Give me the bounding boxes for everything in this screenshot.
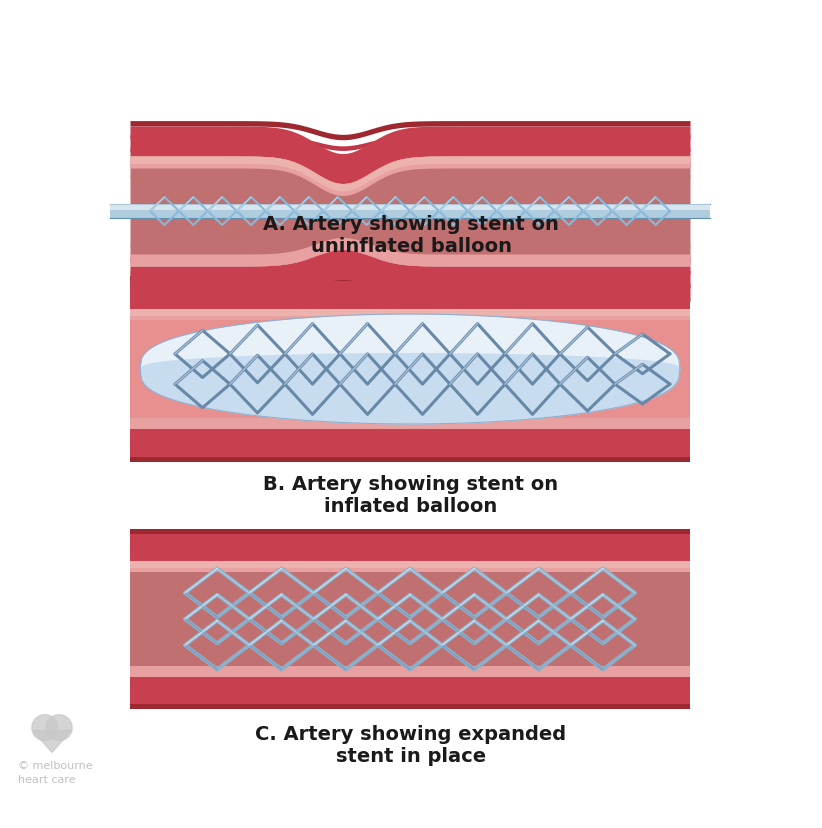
Text: C. Artery showing expanded
stent in place: C. Artery showing expanded stent in plac…	[256, 724, 566, 765]
Circle shape	[46, 715, 72, 741]
Text: A. Artery showing stent on
uninflated balloon: A. Artery showing stent on uninflated ba…	[263, 214, 559, 256]
Circle shape	[32, 715, 58, 741]
Text: © melbourne
heart care: © melbourne heart care	[18, 760, 93, 784]
Polygon shape	[33, 730, 72, 753]
Text: B. Artery showing stent on
inflated balloon: B. Artery showing stent on inflated ball…	[263, 474, 559, 515]
